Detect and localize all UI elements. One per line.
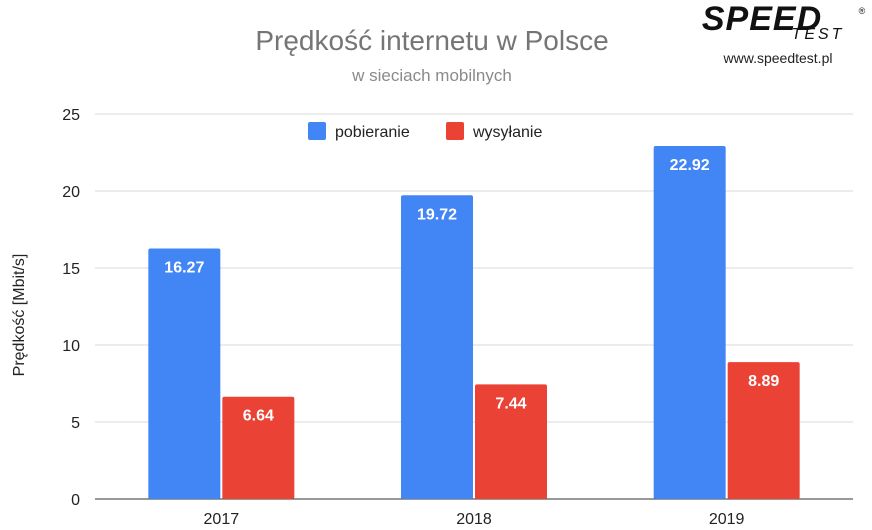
data-label: 7.44 bbox=[495, 395, 526, 412]
logo-subtext: TEST bbox=[792, 26, 845, 43]
y-tick-label: 0 bbox=[71, 492, 80, 509]
y-tick-label: 15 bbox=[62, 261, 80, 278]
data-label: 8.89 bbox=[748, 373, 779, 390]
legend-swatch bbox=[446, 122, 464, 140]
bar-pobieranie-2017 bbox=[148, 248, 221, 499]
x-tick-label: 2017 bbox=[204, 511, 240, 528]
x-tick-label: 2018 bbox=[456, 511, 492, 528]
gridlines bbox=[95, 113, 853, 500]
registered-mark: ® bbox=[859, 6, 866, 16]
bar-wysyłanie-2017 bbox=[222, 396, 295, 499]
x-axis-ticks: 2017 2018 2019 bbox=[204, 511, 745, 528]
bar-wysyłanie-2019 bbox=[727, 362, 800, 499]
legend: pobieranie wysyłanie bbox=[308, 122, 542, 141]
bar-wysyłanie-2018 bbox=[475, 384, 547, 499]
data-label: 19.72 bbox=[417, 206, 457, 223]
y-tick-label: 25 bbox=[62, 107, 80, 124]
x-tick-label: 2019 bbox=[709, 511, 745, 528]
speedtest-logo: SPEED TEST ® bbox=[702, 0, 866, 43]
legend-swatch bbox=[308, 122, 326, 140]
bars: 16.27 6.64 19.72 7.44 22.92 8.89 bbox=[148, 146, 800, 500]
legend-label: pobieranie bbox=[335, 124, 410, 141]
data-label: 22.92 bbox=[670, 157, 710, 174]
chart-subtitle: w sieciach mobilnych bbox=[351, 66, 512, 85]
bar-pobieranie-2019 bbox=[653, 146, 726, 500]
brand-url: www.speedtest.pl bbox=[723, 50, 833, 66]
y-axis-label: Prędkość [Mbit/s] bbox=[11, 254, 28, 377]
data-label: 16.27 bbox=[164, 259, 204, 276]
data-label: 6.64 bbox=[243, 408, 274, 425]
y-tick-label: 10 bbox=[62, 338, 80, 355]
y-axis-ticks: 0 5 10 15 20 25 bbox=[62, 107, 80, 509]
chart-title: Prędkość internetu w Polsce bbox=[255, 25, 608, 56]
y-tick-label: 20 bbox=[62, 184, 80, 201]
y-tick-label: 5 bbox=[71, 415, 80, 432]
bar-pobieranie-2018 bbox=[401, 195, 473, 499]
logo-text: SPEED bbox=[702, 0, 822, 38]
legend-label: wysyłanie bbox=[472, 124, 542, 141]
